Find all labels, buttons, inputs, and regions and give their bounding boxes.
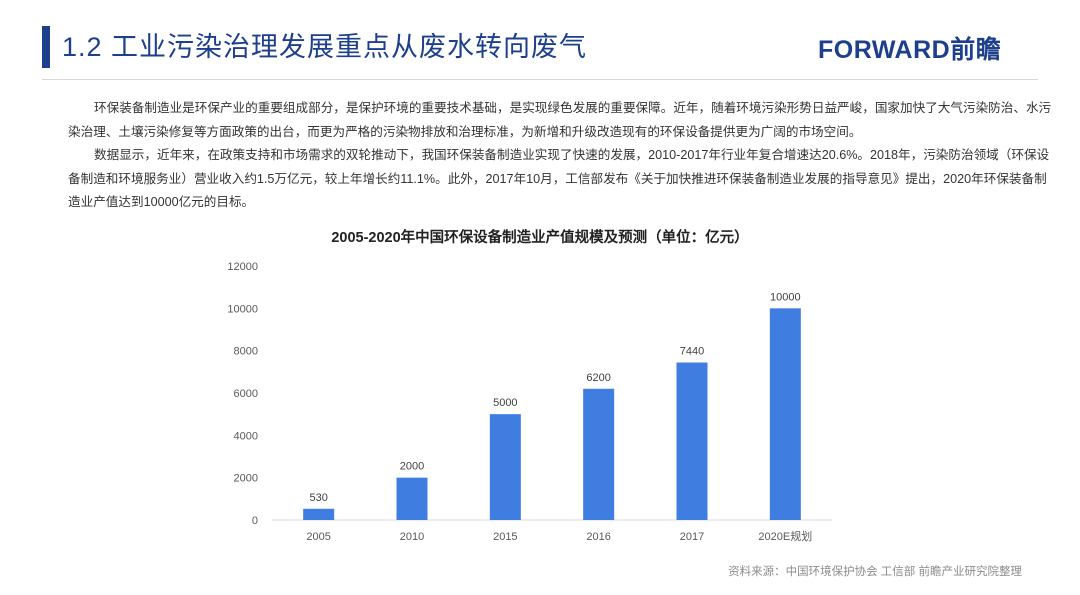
y-tick-label: 6000 [234,388,258,400]
y-tick-label: 0 [252,515,258,527]
y-tick-label: 2000 [234,473,258,485]
x-tick-label: 2016 [586,531,610,543]
y-tick-label: 10000 [227,303,258,315]
data-label: 530 [309,492,327,504]
data-label: 2000 [400,461,424,473]
bar [396,477,428,520]
bar [303,508,335,520]
paragraph-1: 环保装备制造业是环保产业的重要组成部分，是保护环境的重要技术基础，是实现绿色发展… [68,101,1052,139]
paragraph-2: 数据显示，近年来，在政策支持和市场需求的双轮推动下，我国环保装备制造业实现了快速… [68,148,1050,209]
x-tick-label: 2010 [400,531,424,543]
page-title: 1.2 工业污染治理发展重点从废水转向废气 [62,32,588,62]
source-note: 资料来源：中国环境保护协会 工信部 前瞻产业研究院整理 [728,566,1022,578]
chart-title: 2005-2020年中国环保设备制造业产值规模及预测（单位：亿元） [331,230,749,246]
bar [769,308,801,520]
body-text: 环保装备制造业是环保产业的重要组成部分，是保护环境的重要技术基础，是实现绿色发展… [68,97,1058,215]
x-tick-label: 2020E规划 [758,529,812,543]
bar [676,362,708,520]
title-accent-bar [42,26,50,68]
brand-logo: FORWARD前瞻 [818,30,1001,66]
data-label: 7440 [680,346,704,358]
x-tick-label: 2017 [680,531,704,543]
x-tick-label: 2005 [306,531,330,543]
y-tick-label: 8000 [234,346,258,358]
bar [489,414,521,520]
bar [583,388,615,520]
y-tick-label: 4000 [234,430,258,442]
logo-text: FORWARD前瞻 [818,36,1002,64]
header-divider [42,79,1038,80]
data-label: 10000 [770,291,801,303]
y-tick-label: 12000 [227,261,258,273]
data-label: 5000 [493,397,517,409]
data-label: 6200 [586,372,610,384]
x-tick-label: 2015 [493,531,517,543]
